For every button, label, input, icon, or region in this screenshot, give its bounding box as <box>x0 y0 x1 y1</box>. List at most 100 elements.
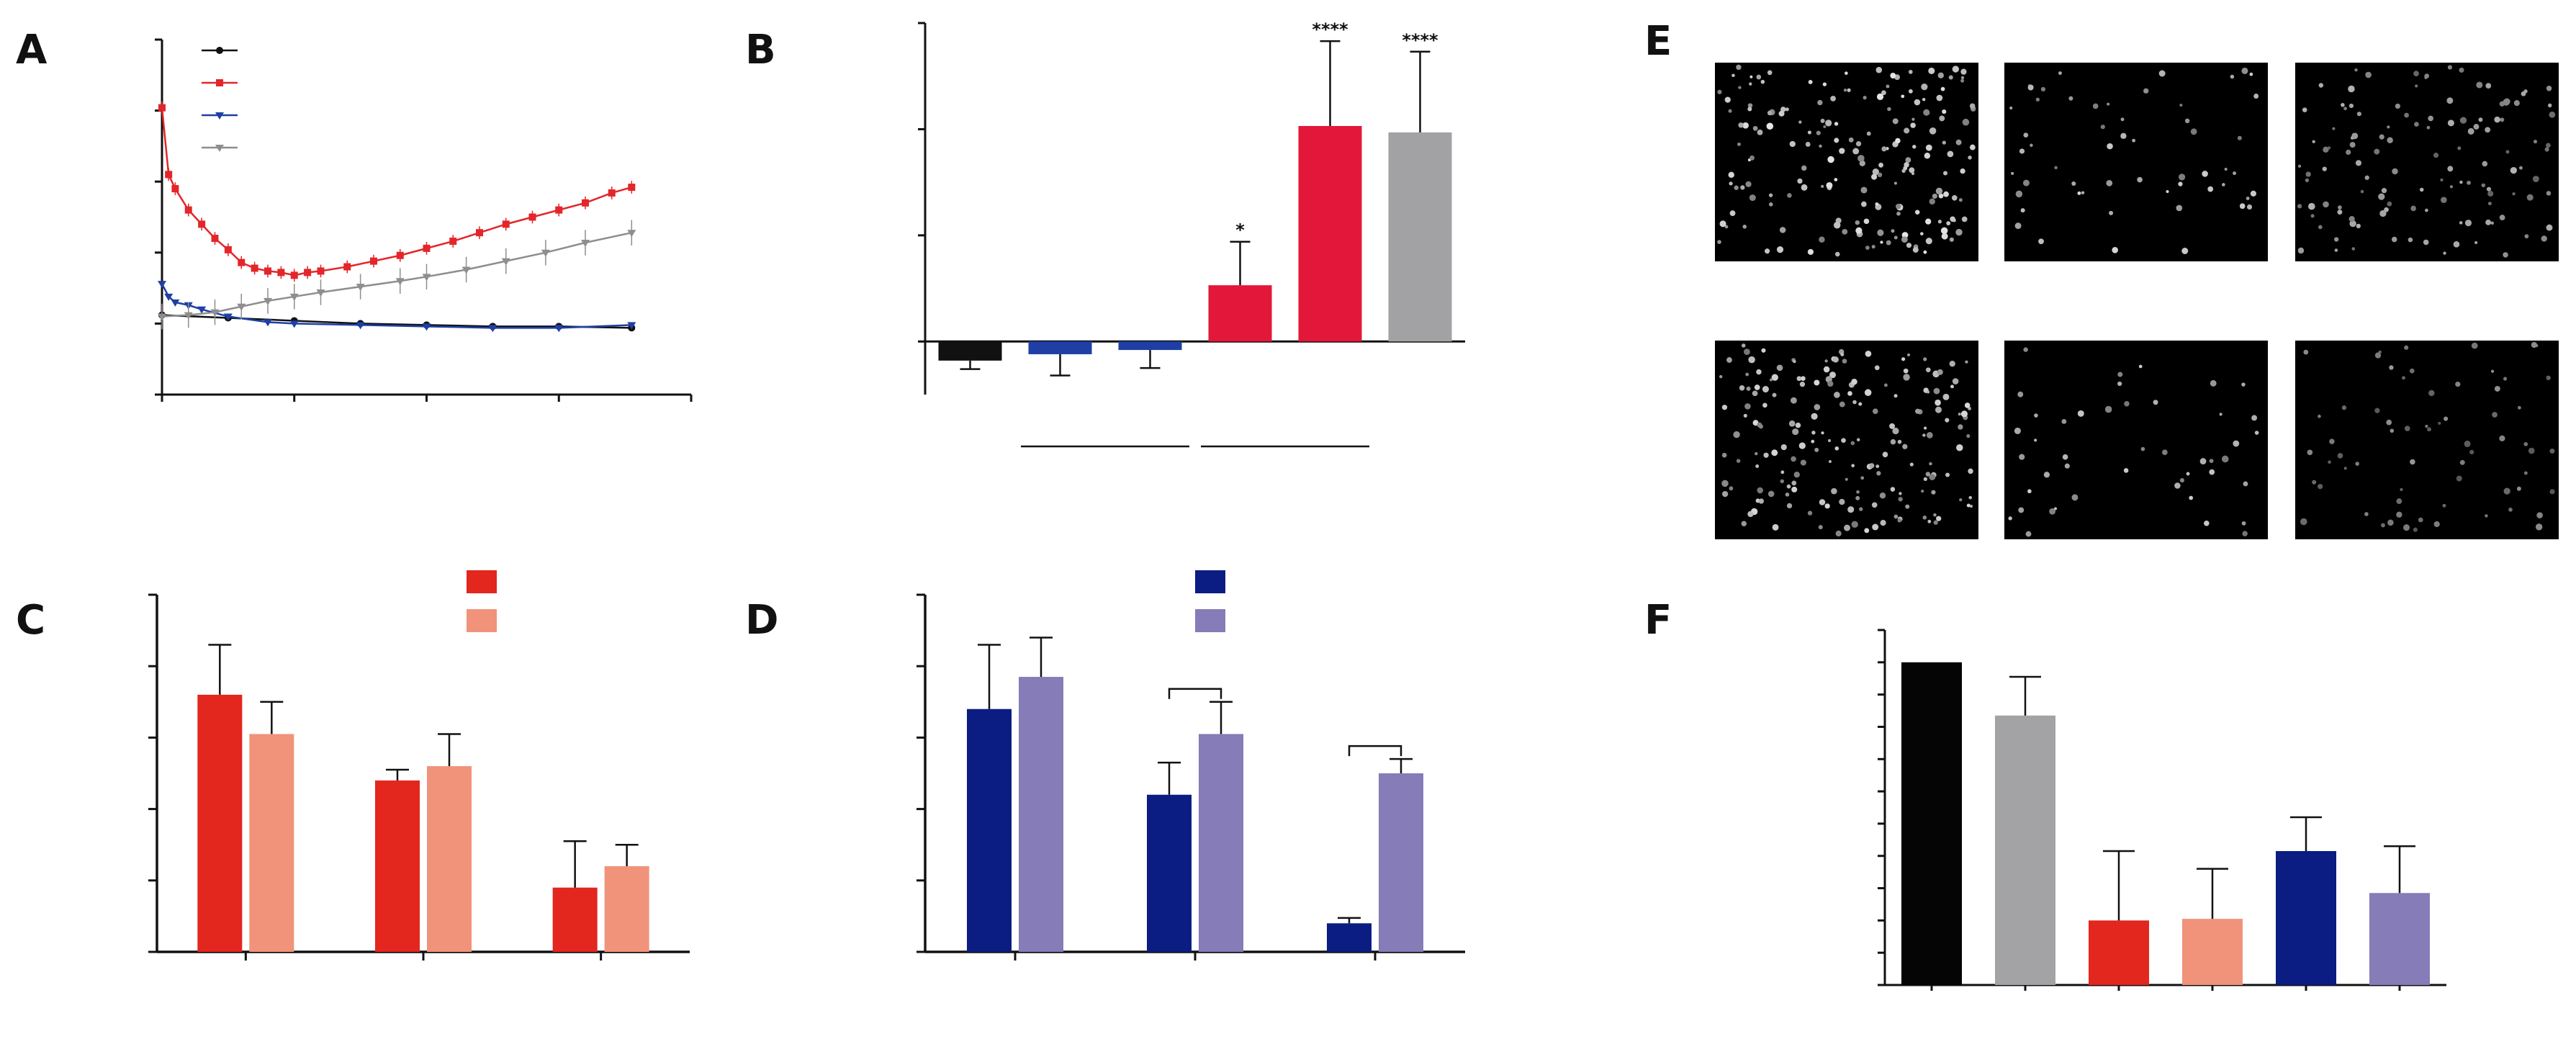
a-legend-marker <box>215 112 224 120</box>
cell-nucleus <box>1749 82 1752 86</box>
cell-nucleus <box>1937 72 1944 78</box>
cell-nucleus <box>2425 424 2428 428</box>
d-bar <box>1199 734 1243 952</box>
cell-nucleus <box>2476 81 2483 89</box>
cell-nucleus <box>1905 504 1910 509</box>
cell-nucleus <box>2364 512 2369 516</box>
cell-nucleus <box>1817 99 1823 106</box>
a-data-point <box>264 267 271 275</box>
cell-nucleus <box>2374 408 2380 413</box>
cell-nucleus <box>2378 193 2385 200</box>
cell-nucleus <box>1925 144 1932 151</box>
cell-nucleus <box>1911 171 1915 176</box>
d-error-bar <box>1338 917 1361 924</box>
cell-nucleus <box>1807 248 1814 255</box>
cell-nucleus <box>2019 148 2025 154</box>
cell-nucleus <box>2161 449 2168 456</box>
cell-nucleus <box>2307 449 2313 456</box>
cell-nucleus <box>1832 356 1839 363</box>
cell-nucleus <box>1890 73 1896 78</box>
cell-nucleus <box>1959 498 1963 502</box>
cell-nucleus <box>2297 247 2305 254</box>
cell-nucleus <box>1870 174 1878 180</box>
a-data-point <box>251 264 258 272</box>
cell-nucleus <box>2447 65 2453 70</box>
a-data-point <box>555 206 563 214</box>
cell-nucleus <box>2179 104 2183 107</box>
cell-nucleus <box>1821 184 1824 189</box>
cell-nucleus <box>1756 74 1762 80</box>
cell-nucleus <box>1724 225 1729 229</box>
cell-nucleus <box>2355 462 2359 466</box>
c-bar <box>197 694 243 952</box>
cell-nucleus <box>1776 246 1784 253</box>
cell-nucleus <box>2117 372 2123 377</box>
micrograph-image <box>2004 341 2268 539</box>
cell-nucleus <box>2485 127 2491 133</box>
a-data-point <box>237 303 246 311</box>
b-bar <box>1208 285 1272 342</box>
cell-nucleus <box>2019 454 2025 460</box>
a-data-point <box>277 269 285 276</box>
cell-nucleus <box>2318 83 2324 88</box>
b-significance: **** <box>1312 19 1348 40</box>
cell-nucleus <box>2381 188 2387 194</box>
panel-label-a: A <box>16 27 48 73</box>
f-bar <box>1901 662 1962 985</box>
cell-nucleus <box>2546 191 2552 196</box>
c-error-bar <box>260 701 284 734</box>
cell-nucleus <box>2077 410 2084 417</box>
cell-nucleus <box>2153 400 2158 405</box>
cell-nucleus <box>1958 424 1963 430</box>
cell-nucleus <box>2323 201 2329 208</box>
cell-nucleus <box>1924 426 1927 430</box>
cell-nucleus <box>2503 487 2510 495</box>
cell-nucleus <box>1929 198 1935 205</box>
cell-nucleus <box>1786 484 1791 489</box>
cell-nucleus <box>1771 374 1778 381</box>
a-data-point <box>184 312 193 320</box>
b-error-bar <box>1320 40 1341 127</box>
cell-nucleus <box>2528 447 2535 454</box>
cell-nucleus <box>1780 479 1785 484</box>
a-data-point <box>422 323 431 331</box>
cell-nucleus <box>1724 96 1731 103</box>
a-series <box>158 220 636 330</box>
cell-nucleus <box>1801 165 1807 171</box>
cell-nucleus <box>1859 160 1865 166</box>
cell-nucleus <box>2349 142 2356 148</box>
cell-nucleus <box>2532 176 2539 183</box>
cell-nucleus <box>1932 193 1937 199</box>
a-data-point <box>289 320 299 328</box>
cell-nucleus <box>1721 480 1729 487</box>
cell-nucleus <box>2334 248 2338 252</box>
cell-nucleus <box>1937 369 1943 375</box>
cell-nucleus <box>2305 171 2311 177</box>
cell-nucleus <box>1834 178 1838 181</box>
cell-nucleus <box>1821 431 1824 435</box>
cell-nucleus <box>1788 420 1796 427</box>
cell-nucleus <box>1811 439 1815 444</box>
cell-nucleus <box>1762 386 1769 393</box>
d-sig-bracket <box>1348 745 1402 757</box>
cell-nucleus <box>1909 167 1915 174</box>
cell-nucleus <box>1893 394 1898 398</box>
cell-nucleus <box>1876 93 1884 101</box>
cell-nucleus <box>1811 431 1816 435</box>
cell-nucleus <box>1960 410 1968 418</box>
cell-nucleus <box>1721 490 1729 498</box>
cell-nucleus <box>2455 382 2461 387</box>
cell-nucleus <box>1897 439 1902 444</box>
cell-nucleus <box>1890 487 1896 492</box>
cell-nucleus <box>2413 71 2419 76</box>
cell-nucleus <box>1892 427 1899 435</box>
cell-nucleus <box>2064 463 2070 469</box>
cell-nucleus <box>1886 84 1890 89</box>
cell-nucleus <box>1905 157 1911 163</box>
cell-nucleus <box>2034 413 2038 418</box>
cell-nucleus <box>1897 518 1902 523</box>
c-bar <box>604 865 649 952</box>
cell-nucleus <box>1871 502 1878 508</box>
cell-nucleus <box>2499 435 2505 441</box>
cell-nucleus <box>1797 178 1803 184</box>
